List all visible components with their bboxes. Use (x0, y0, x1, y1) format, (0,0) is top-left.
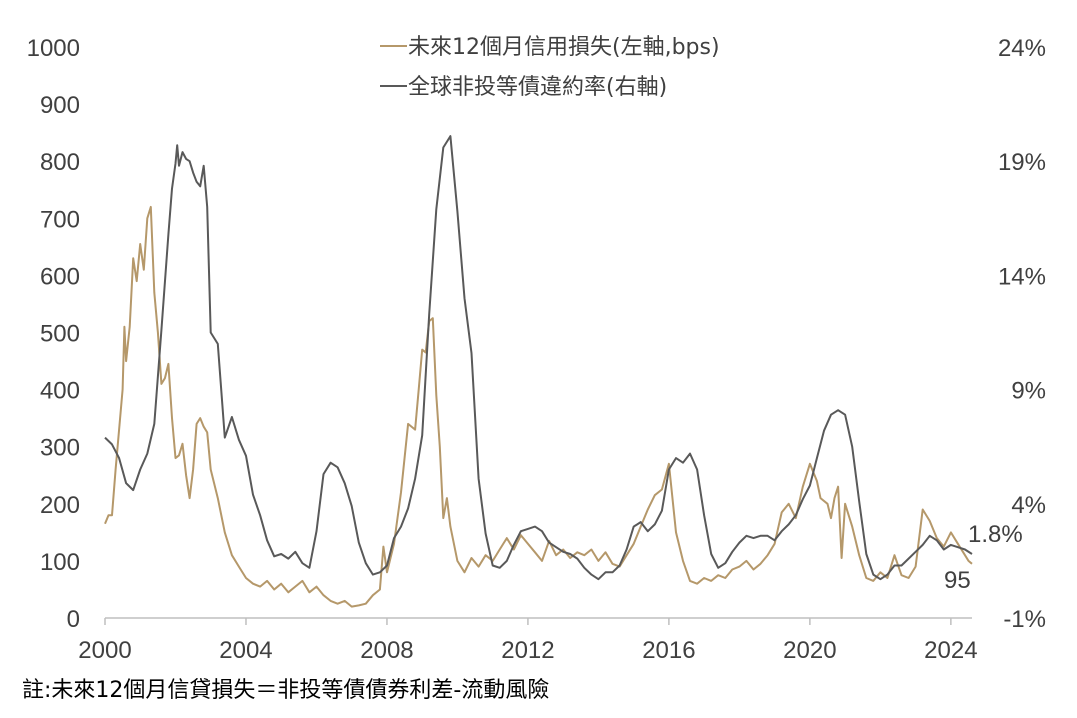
end-label-default-rate: 1.8% (968, 521, 1023, 548)
right-tick-label: 4% (1011, 492, 1046, 519)
x-tick-label: 2004 (219, 637, 272, 664)
x-tick-label: 2008 (360, 637, 413, 664)
right-tick-label: 14% (998, 263, 1046, 290)
x-tick-label: 2024 (924, 637, 977, 664)
left-tick-label: 100 (40, 549, 80, 576)
series-line-credit-loss (104, 205, 973, 608)
left-tick-label: 300 (40, 435, 80, 462)
left-tick-label: 400 (40, 378, 80, 405)
x-tick-label: 2000 (78, 637, 131, 664)
legend: 未來12個月信用損失(左軸,bps) 全球非投等債違約率(右軸) (380, 35, 720, 100)
left-tick-label: 1000 (27, 35, 80, 62)
left-tick-label: 200 (40, 492, 80, 519)
x-tick-label: 2016 (642, 637, 695, 664)
x-tick-label: 2012 (501, 637, 554, 664)
legend-label-credit-loss: 未來12個月信用損失(左軸,bps) (408, 35, 720, 60)
right-tick-label: 24% (998, 35, 1046, 62)
left-tick-label: 700 (40, 206, 80, 233)
right-tick-label: -1% (1003, 606, 1046, 633)
right-axis: -1% 4% 9% 14% 19% 24% (998, 35, 1046, 633)
left-tick-label: 600 (40, 263, 80, 290)
x-tick-label: 2020 (783, 637, 836, 664)
end-label-credit-loss: 95 (944, 567, 971, 594)
left-axis: 0 100 200 300 400 500 600 700 800 900 1000 (27, 35, 80, 633)
footnote: 註:未來12個月信貸損失＝非投等債債券利差-流動風險 (22, 678, 550, 703)
left-tick-label: 900 (40, 92, 80, 119)
left-tick-label: 500 (40, 321, 80, 348)
plot-lines (104, 135, 973, 608)
left-tick-label: 800 (40, 149, 80, 176)
left-tick-label: 0 (67, 606, 80, 633)
x-axis: 2000 2004 2008 2012 2016 2020 2024 (78, 618, 978, 664)
legend-label-default-rate: 全球非投等債違約率(右軸) (408, 75, 667, 100)
right-tick-label: 19% (998, 149, 1046, 176)
right-tick-label: 9% (1011, 378, 1046, 405)
series-line-default-rate (104, 135, 973, 581)
